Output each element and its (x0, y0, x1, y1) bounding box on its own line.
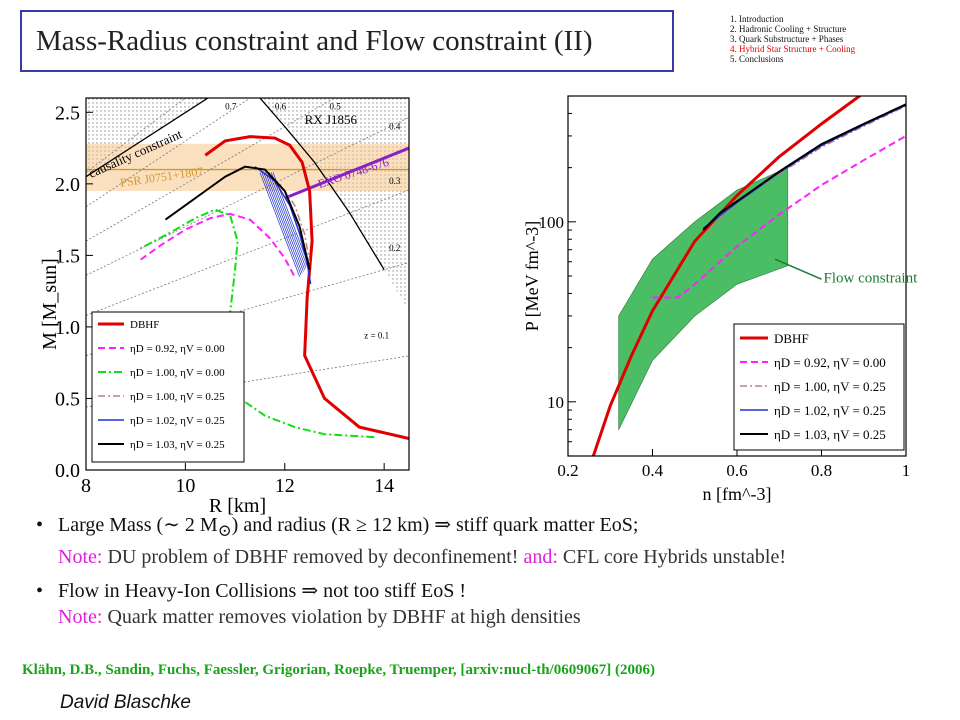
annotation-redshift: 0.4 (389, 121, 401, 131)
toc-item[interactable]: 2. Hadronic Cooling + Structure (730, 24, 847, 34)
reference-citation: Klähn, D.B., Sandin, Fuchs, Faessler, Gr… (22, 662, 655, 678)
annotation-redshift: 0.5 (329, 101, 341, 111)
hybrid-hatch (270, 172, 308, 267)
redshift-line (86, 98, 251, 208)
legend-label: ηD = 0.92, ηV = 0.00 (130, 343, 225, 355)
redshift-line (86, 355, 409, 408)
toc-item[interactable]: 3. Quark Substructure + Phases (730, 34, 844, 44)
toc-item-active[interactable]: 4. Hybrid Star Structure + Cooling (730, 44, 856, 54)
x-tick-label: 12 (275, 475, 295, 497)
x-tick-label: 0.4 (642, 461, 664, 480)
series-line (204, 135, 409, 440)
plot-frame (85, 97, 410, 471)
x-tick-label: 14 (374, 475, 394, 497)
series-line (164, 165, 311, 270)
legend-box (91, 311, 245, 463)
bullet-item: • Large Mass (∼ 2 M⊙) and radius (R ≥ 12… (36, 514, 639, 540)
legend-box (733, 323, 905, 451)
hybrid-hatch (265, 172, 304, 272)
bullet-note: Note: DU problem of DBHF removed by deco… (58, 546, 786, 568)
legend-label: DBHF (130, 319, 159, 331)
hybrid-hatch (263, 172, 303, 274)
x-axis-label: n [fm^-3] (703, 484, 772, 504)
hybrid-hatch (261, 172, 302, 276)
author-name: David Blaschke (60, 692, 191, 713)
legend-label: ηD = 1.02, ηV = 0.25 (130, 415, 225, 427)
exo-line (284, 146, 409, 200)
legend-label: ηD = 1.00, ηV = 0.25 (130, 391, 225, 403)
legend-label: ηD = 1.03, ηV = 0.25 (130, 439, 225, 451)
annotation-rxj1856: RX J1856 (305, 112, 358, 127)
toc-item[interactable]: 1. Introduction (730, 14, 784, 24)
y-tick-label: 1.0 (55, 317, 80, 339)
legend-label: ηD = 1.00, ηV = 0.00 (130, 367, 225, 379)
series-line (140, 212, 296, 278)
bullet-item: • Flow in Heavy-Ion Collisions ⇒ not too… (36, 580, 467, 602)
annotation-arrow (774, 258, 822, 280)
toc-item[interactable]: 5. Conclusions (730, 54, 784, 64)
annotation-redshift: 0.7 (225, 101, 237, 111)
legend-label: ηD = 1.02, ηV = 0.25 (774, 403, 886, 418)
series-line (254, 166, 312, 285)
y-axis-label: M [M_sun] (39, 258, 61, 350)
slide-title-box: Mass-Radius constraint and Flow constrai… (20, 10, 674, 72)
legend-label: DBHF (774, 331, 809, 346)
flow-band (618, 167, 789, 430)
bullet-note: Note: Quark matter removes violation by … (58, 606, 581, 628)
series-line (591, 96, 863, 456)
x-tick-label: 1 (902, 461, 911, 480)
annotation-redshift: 0.3 (389, 176, 401, 186)
series-line (652, 135, 906, 299)
x-tick-label: 0.8 (811, 461, 832, 480)
plot-area (591, 96, 906, 456)
annotation-redshift: z = 0.1 (364, 330, 389, 340)
slide-title: Mass-Radius constraint and Flow constrai… (36, 24, 593, 57)
y-tick-label: 2.0 (55, 174, 80, 196)
legend-label: ηD = 0.92, ηV = 0.00 (774, 355, 886, 370)
y-axis-label: P [MeV fm^-3] (522, 221, 542, 331)
y-tick-label: 2.5 (55, 102, 80, 124)
y-tick-label: 0.0 (55, 460, 80, 482)
mass-radius-chart: 8 10 12 14 0.0 0.5 1.0 1.5 2.0 2.5 R [km] M [M_sun]… (39, 97, 410, 517)
x-axis-label: R [km] (209, 495, 266, 517)
annotation-redshift: 0.6 (275, 101, 287, 111)
y-tick-label: 1.5 (55, 245, 80, 267)
legend-label: ηD = 1.03, ηV = 0.25 (774, 427, 886, 442)
x-tick-label: 0.6 (726, 461, 747, 480)
plot-area (86, 98, 409, 440)
y-tick-label: 0.5 (55, 388, 80, 410)
redshift-line (86, 189, 409, 316)
hybrid-hatch (267, 172, 305, 270)
hybrid-hatch (268, 172, 307, 269)
causality-line (86, 98, 210, 178)
hybrid-hatch (259, 172, 301, 277)
x-tick-label: 10 (175, 475, 195, 497)
x-tick-label: 0.2 (557, 461, 578, 480)
series-line (702, 103, 906, 231)
pressure-density-chart: 0.2 0.4 0.6 0.8 1 10 100 n [fm^-3] P [MeV fm^-3]… (522, 95, 919, 504)
table-of-contents: 1. Introduction 2. Hadronic Cooling + St… (730, 14, 855, 64)
y-tick-label: 100 (539, 213, 565, 232)
legend-label: ηD = 1.00, ηV = 0.25 (774, 379, 886, 394)
bullet-list: • Large Mass (∼ 2 M⊙) and radius (R ≥ 12… (36, 512, 936, 630)
rxj1856-boundary (259, 98, 385, 271)
x-tick-label: 8 (81, 475, 91, 497)
annotation-redshift: 0.2 (389, 243, 400, 253)
y-tick-label: 10 (547, 393, 564, 412)
annotation-flow: Flow constraint (824, 271, 919, 287)
causality-region (86, 98, 208, 177)
